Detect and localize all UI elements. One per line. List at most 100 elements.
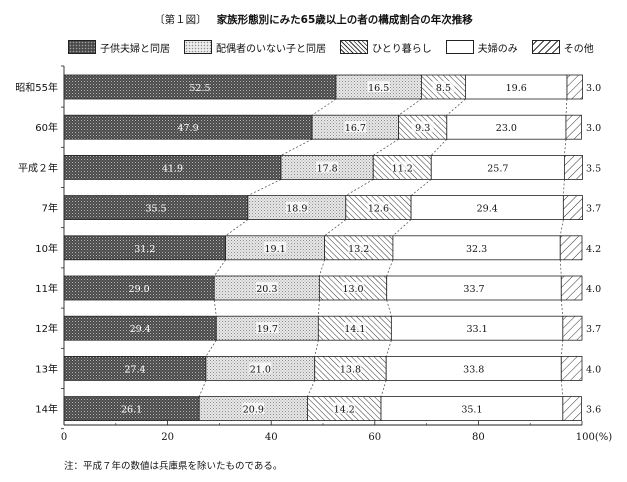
- category-label: 平成２年: [18, 161, 58, 174]
- connector-line: [311, 98, 337, 116]
- data-label-bg: [367, 201, 390, 213]
- connector-line: [373, 138, 399, 156]
- data-label-single: 12.6: [368, 204, 389, 215]
- data-label-other: 3.5: [586, 163, 601, 174]
- data-label-single: 8.5: [436, 83, 451, 94]
- connector-line: [565, 98, 568, 116]
- legend-item-couple-only: 夫婦のみ: [445, 40, 518, 55]
- data-label-couple-only: 29.4: [477, 204, 498, 215]
- category-label: 60年: [35, 121, 58, 134]
- bar-segment-unmarried-child: [205, 355, 316, 381]
- data-label-single: 14.1: [344, 324, 365, 335]
- data-label-bg: [391, 161, 414, 173]
- legend-swatch-single: [340, 40, 368, 54]
- chart-title: 家族形態別にみた65歳以上の者の構成割合の年次推移: [216, 14, 473, 26]
- bar-segment-couple-only: [392, 235, 561, 261]
- x-tick-label: 20: [161, 432, 174, 443]
- connector-line: [213, 259, 226, 277]
- connector-line: [198, 380, 207, 397]
- bar-segment-child-couple: [63, 114, 313, 140]
- bar-segment-other: [562, 396, 582, 422]
- connector-line: [446, 98, 466, 116]
- data-label-bg: [367, 81, 390, 92]
- data-label-bg: [339, 362, 362, 374]
- data-label-unmarried-child: 21.0: [250, 364, 271, 375]
- connector-line: [380, 380, 387, 397]
- bar-segment-couple-only: [380, 396, 564, 422]
- bar-segment-other: [560, 355, 583, 381]
- data-label-child-couple: 35.5: [145, 204, 166, 215]
- bar-segment-couple-only: [390, 315, 564, 341]
- data-label-bg: [343, 322, 366, 334]
- category-label: 10年: [35, 242, 58, 255]
- data-label-couple-only: 33.1: [467, 324, 488, 335]
- data-label-couple-only: 33.7: [463, 284, 484, 295]
- connector-line: [560, 340, 564, 357]
- data-label-bg: [264, 241, 287, 253]
- data-label-bg: [249, 362, 272, 374]
- connector-line: [213, 299, 217, 317]
- bar-segment-other: [562, 315, 583, 341]
- data-label-child-couple: 47.9: [177, 123, 198, 134]
- bar-segment-child-couple: [63, 195, 249, 221]
- category-label: 12年: [35, 322, 58, 335]
- legend-label-other: その他: [563, 43, 594, 55]
- legend-label-single: ひとり暮らし: [372, 43, 432, 55]
- data-label-couple-only: 35.1: [461, 405, 482, 416]
- bar-segment-other: [562, 195, 583, 221]
- bar-segment-other: [565, 114, 582, 140]
- data-label-single: 11.2: [392, 163, 413, 174]
- bar-segment-couple-only: [430, 154, 565, 180]
- bar-segment-other: [559, 235, 583, 261]
- footnote: 注：平成７年の数値は兵庫県を除いたものである。: [64, 461, 283, 472]
- x-tick-label: 80: [472, 432, 485, 443]
- data-label-bg: [333, 402, 356, 414]
- legend: 子供夫婦と同居 配偶者のいない子と同居 ひとり暮らし 夫婦のみ その他: [68, 38, 608, 56]
- bar-segment-other: [563, 154, 583, 180]
- bar-segment-child-couple: [63, 396, 200, 422]
- connector-line: [560, 380, 564, 397]
- data-label-child-couple: 29.4: [130, 324, 151, 335]
- connector-line: [307, 380, 316, 397]
- data-label-unmarried-child: 16.7: [345, 123, 366, 134]
- data-label-child-couple: 52.5: [189, 83, 210, 94]
- x-tick-label: 100(%): [576, 432, 612, 443]
- legend-item-other: その他: [531, 40, 594, 55]
- bar-segment-other: [560, 275, 583, 301]
- connector-line: [317, 299, 320, 317]
- data-label-other: 3.7: [586, 204, 601, 215]
- data-label-bg: [256, 322, 279, 334]
- data-label-other: 3.6: [586, 405, 601, 416]
- connector-line: [386, 299, 392, 317]
- bar-segment-couple-only: [446, 114, 567, 140]
- connector-line: [314, 340, 319, 357]
- data-label-other: 3.0: [586, 83, 601, 94]
- data-label-child-couple: 29.0: [129, 284, 150, 295]
- x-tick-label: 60: [368, 432, 381, 443]
- connector-line: [386, 259, 394, 277]
- bar-segment-couple-only: [410, 195, 564, 221]
- data-label-unmarried-child: 17.8: [317, 163, 338, 174]
- data-label-single: 13.8: [340, 364, 361, 375]
- data-label-other: 4.0: [586, 284, 601, 295]
- data-label-couple-only: 23.0: [496, 123, 517, 134]
- legend-swatch-unmarried-child: [184, 40, 212, 54]
- data-label-child-couple: 27.4: [124, 364, 145, 375]
- connector-line: [324, 219, 347, 237]
- figure-label: 〔第１図〕: [154, 14, 207, 26]
- category-label: 14年: [35, 403, 58, 416]
- connector-line: [319, 259, 325, 277]
- data-label-unmarried-child: 20.9: [243, 405, 264, 416]
- legend-label-couple-only: 夫婦のみ: [477, 43, 518, 55]
- bar-segment-child-couple: [63, 154, 282, 180]
- connector-line: [560, 299, 564, 317]
- data-label-child-couple: 31.2: [134, 244, 155, 255]
- data-label-child-couple: 26.1: [121, 405, 142, 416]
- connector-line: [559, 219, 564, 236]
- data-label-other: 3.0: [586, 123, 601, 134]
- legend-item-single: ひとり暮らし: [340, 40, 432, 55]
- data-label-unmarried-child: 16.5: [368, 83, 389, 94]
- connector-line: [280, 138, 313, 156]
- category-label: 7年: [42, 202, 58, 215]
- connector-line: [564, 139, 567, 156]
